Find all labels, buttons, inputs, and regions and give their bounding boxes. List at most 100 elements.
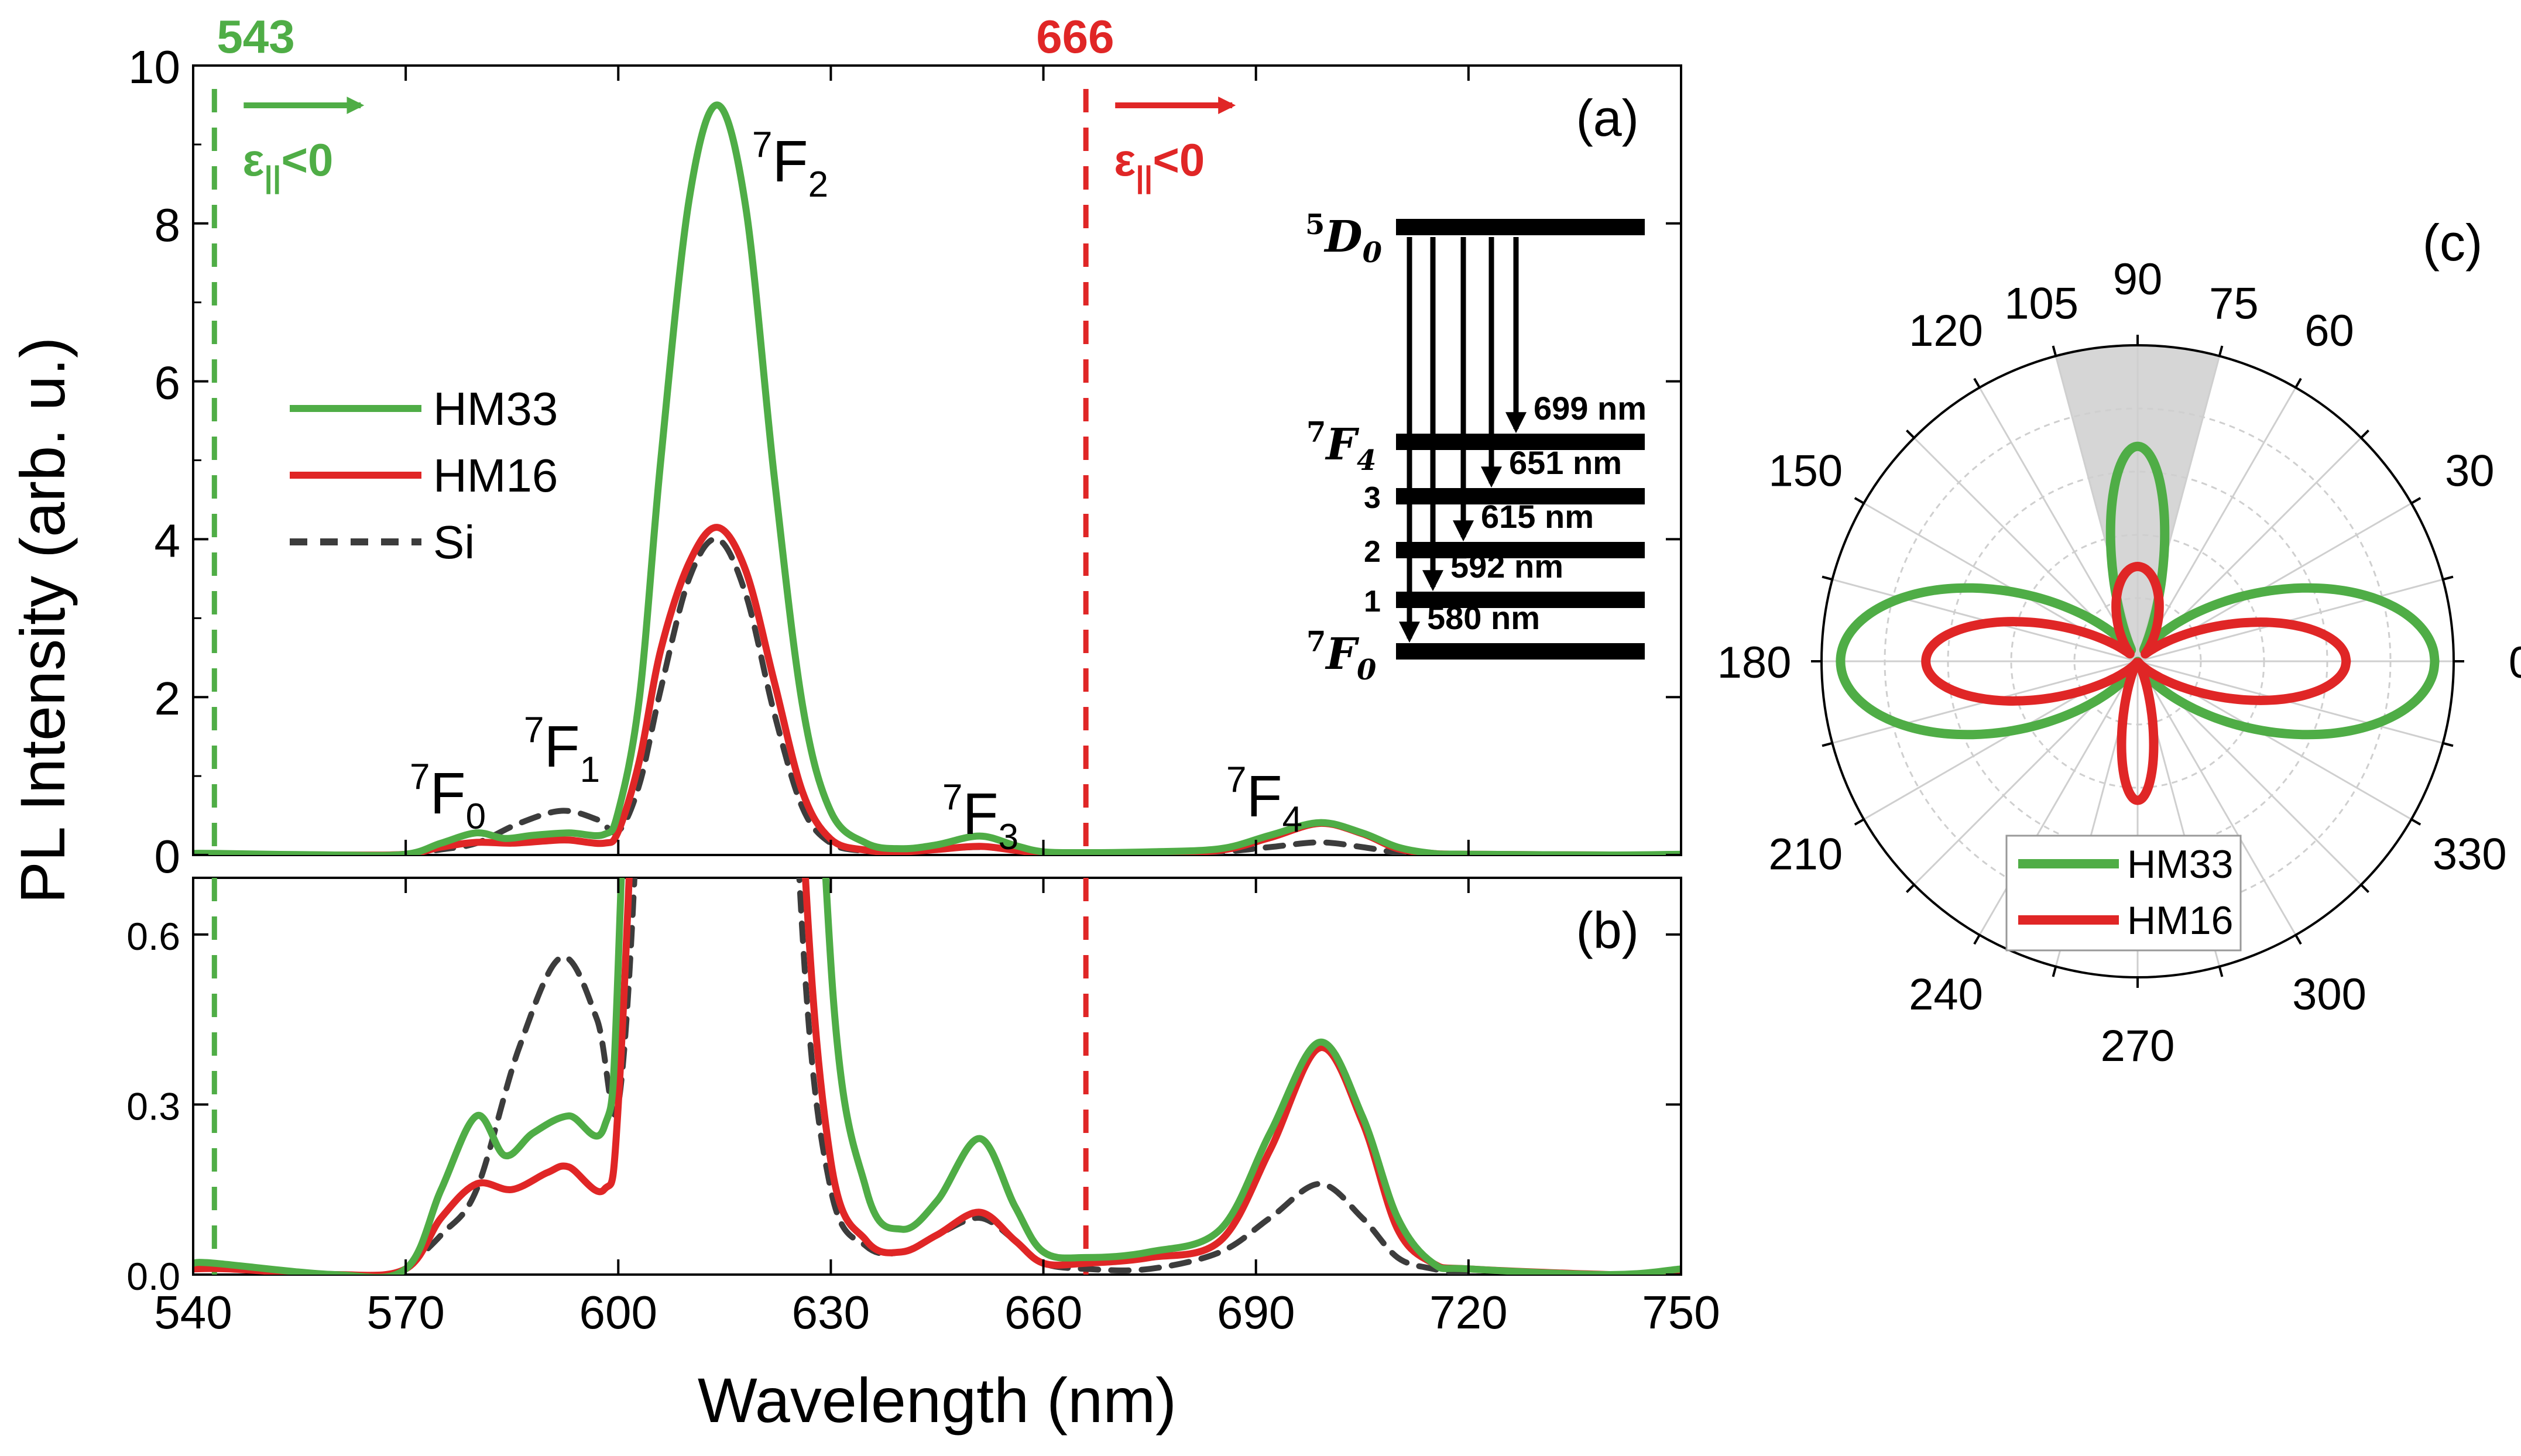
panel-a-cutoff-lines bbox=[211, 89, 1089, 855]
polar-angle-label: 120 bbox=[1909, 306, 1983, 356]
x-ticks: 540 570 600 630 660 690 720 750 bbox=[154, 66, 1720, 1338]
level-label-F0: 7F0 bbox=[1306, 626, 1376, 686]
polar-tick bbox=[1973, 377, 1981, 389]
y-tick-label-b: 0.0 bbox=[126, 1255, 180, 1298]
polar-angle-label: 300 bbox=[2292, 970, 2366, 1019]
level-label-1: 1 bbox=[1364, 585, 1381, 619]
polar-tick bbox=[1854, 818, 1865, 826]
cutoff-value-666: 666 bbox=[1036, 11, 1114, 63]
panel-b-cutoff-lines bbox=[211, 878, 1089, 1275]
polar-angle-label: 240 bbox=[1909, 970, 1983, 1019]
epsilon-label-666: ε||<0 bbox=[1114, 134, 1205, 194]
transition-label: 651 nm bbox=[1509, 444, 1622, 481]
y-tick-label-a: 4 bbox=[155, 514, 181, 566]
energy-level-bar bbox=[1396, 542, 1645, 558]
x-tick-label: 750 bbox=[1642, 1286, 1720, 1338]
y-tick-label-a: 6 bbox=[155, 357, 181, 409]
transition-label: 580 nm bbox=[1427, 599, 1540, 636]
panel-b: 0.00.30.6 540 570 600 630 660 690 720 750 (b) bbox=[126, 66, 1720, 1338]
polar-angle-label: 270 bbox=[2101, 1021, 2175, 1071]
x-tick-label: 660 bbox=[1004, 1286, 1082, 1338]
energy-level-bar bbox=[1396, 592, 1645, 608]
polar-angle-label: 75 bbox=[2209, 279, 2259, 329]
energy-level-bar bbox=[1396, 219, 1645, 235]
polar-angle-label: 90 bbox=[2113, 255, 2163, 304]
panel-a: 0 2 4 6 8 10 (a) HM33 HM16 Si 7F0 7F1 7F2 7F3 7F4 5… bbox=[128, 11, 1682, 882]
cutoff-annotations: 543 ε||<0 666 ε||<0 bbox=[217, 11, 1236, 194]
polar-grid-spoke bbox=[2136, 661, 2297, 936]
energy-level-inset: 5D0 7F4 699 nm 3 651 nm 2 615 nm 1 592 nm 7F0 580 … bbox=[1305, 208, 1647, 686]
peak-label-F4: 7F4 bbox=[1226, 760, 1302, 840]
panel-c: 0 30 60 75 90 105 120 150 180 210 240 270 300 330 HM33… bbox=[1717, 255, 2521, 1071]
polar-angle-label: 330 bbox=[2433, 830, 2507, 880]
x-tick-label: 540 bbox=[154, 1286, 232, 1338]
epsilon-label-543: ε||<0 bbox=[242, 134, 333, 194]
peak-label-F3: 7F3 bbox=[942, 777, 1018, 857]
series-b-Si bbox=[403, 878, 1472, 1275]
cutoff-value-543: 543 bbox=[217, 11, 294, 63]
panel-a-y-ticks: 0 2 4 6 8 10 bbox=[128, 41, 1681, 882]
panel-b-frame bbox=[192, 877, 1682, 1276]
polar-tick bbox=[1822, 741, 1833, 747]
peak-label-F1: 7F1 bbox=[524, 710, 600, 790]
panel-c-label: (c) bbox=[2423, 214, 2483, 272]
polar-tick bbox=[2294, 934, 2302, 945]
peak-label-F2: 7F2 bbox=[752, 125, 828, 205]
polar-grid-spoke bbox=[2054, 356, 2139, 662]
polar-legend-label-HM16: HM16 bbox=[2127, 898, 2233, 943]
level-label-3: 3 bbox=[1364, 481, 1381, 515]
legend-label-Si: Si bbox=[433, 516, 475, 568]
polar-angle-label: 105 bbox=[2004, 279, 2078, 329]
polar-tick bbox=[2410, 818, 2421, 826]
polar-tick bbox=[2410, 497, 2421, 504]
x-tick-label: 720 bbox=[1429, 1286, 1507, 1338]
y-tick-label-a: 0 bbox=[155, 830, 181, 882]
legend-label-HM16: HM16 bbox=[433, 449, 558, 502]
level-label-F4: 7F4 bbox=[1306, 416, 1376, 477]
polar-legend: HM33 HM16 bbox=[2005, 835, 2242, 952]
polar-tick bbox=[1973, 934, 1981, 945]
series-b-HM33 bbox=[193, 878, 1681, 1275]
polar-angle-label: 0 bbox=[2509, 638, 2521, 688]
transition-label: 592 nm bbox=[1450, 548, 1563, 585]
polar-tick bbox=[1906, 430, 1915, 439]
polar-angle-label: 60 bbox=[2304, 306, 2354, 356]
peak-labels: 7F0 7F1 7F2 7F3 7F4 bbox=[410, 125, 1302, 857]
transition-label: 699 nm bbox=[1534, 390, 1647, 427]
polar-tick bbox=[1822, 575, 1833, 581]
transition-label: 615 nm bbox=[1481, 498, 1594, 535]
polar-legend-box bbox=[2005, 835, 2242, 952]
polar-angle-label: 210 bbox=[1768, 830, 1843, 880]
y-tick-label-a: 8 bbox=[155, 199, 181, 251]
y-axis-label: PL Intensity (arb. u.) bbox=[7, 337, 78, 904]
y-tick-label-b: 0.3 bbox=[126, 1084, 180, 1128]
polar-legend-label-HM33: HM33 bbox=[2127, 842, 2233, 887]
energy-level-bar bbox=[1396, 434, 1645, 450]
polar-grid-spoke bbox=[1978, 387, 2139, 662]
y-tick-label-a: 2 bbox=[155, 672, 181, 724]
polar-tick bbox=[2443, 575, 2454, 581]
polar-tick bbox=[2360, 430, 2369, 439]
energy-level-bar bbox=[1396, 488, 1645, 504]
x-tick-label: 690 bbox=[1217, 1286, 1295, 1338]
polar-tick bbox=[2443, 741, 2454, 747]
polar-tick bbox=[2218, 345, 2224, 356]
x-tick-label: 600 bbox=[579, 1286, 657, 1338]
polar-angle-label: 150 bbox=[1768, 447, 1843, 496]
polar-series-HM16 bbox=[1921, 562, 2351, 805]
polar-tick bbox=[2294, 377, 2302, 389]
x-tick-label: 630 bbox=[792, 1286, 870, 1338]
x-tick-label: 570 bbox=[366, 1286, 444, 1338]
panel-b-series bbox=[193, 878, 1681, 1275]
legend-a: HM33 HM16 Si bbox=[290, 383, 558, 568]
polar-tick bbox=[2052, 345, 2057, 356]
level-label-2: 2 bbox=[1364, 535, 1381, 569]
x-axis-label: Wavelength (nm) bbox=[698, 1365, 1177, 1436]
level-label-D0: 5D0 bbox=[1305, 208, 1382, 269]
polar-tick bbox=[2052, 966, 2057, 977]
legend-label-HM33: HM33 bbox=[433, 383, 558, 435]
panel-b-y-ticks: 0.0 0.3 0.6 bbox=[126, 915, 1681, 1298]
panel-a-frame bbox=[192, 64, 1682, 856]
polar-angle-label: 180 bbox=[1717, 638, 1792, 688]
